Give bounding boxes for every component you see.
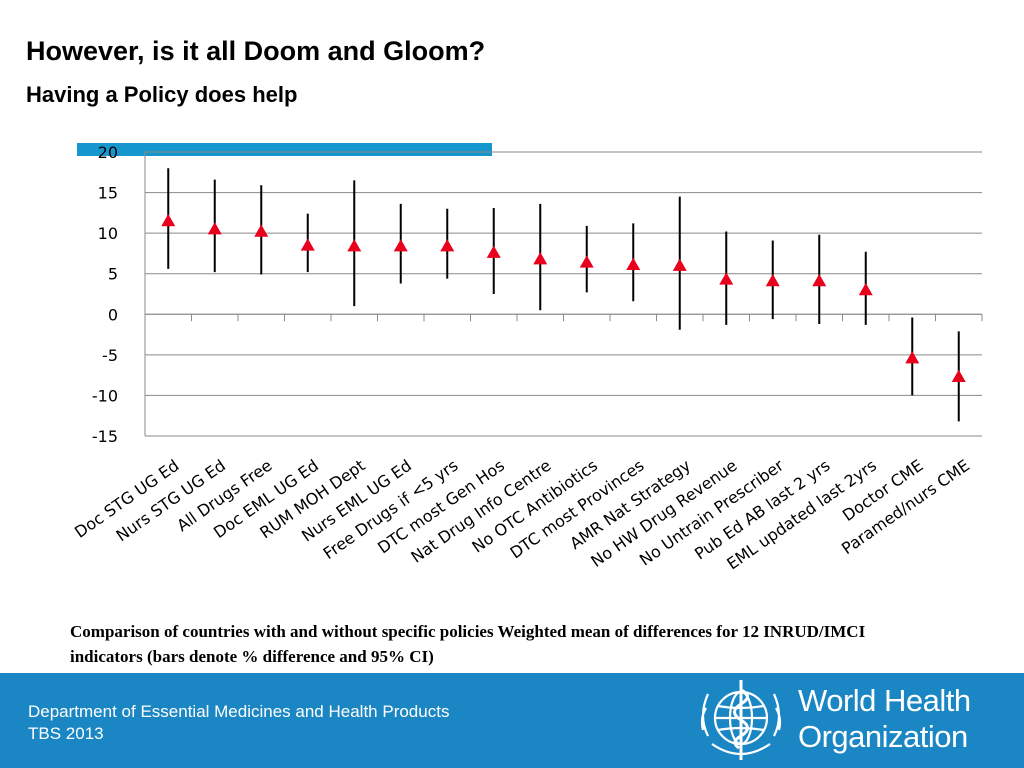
data-point-marker (579, 255, 594, 268)
slide-title: However, is it all Doom and Gloom? (26, 36, 486, 66)
slide-subtitle: Having a Policy does help (26, 82, 298, 107)
y-tick-label: 15 (98, 184, 118, 203)
data-point-marker (905, 351, 920, 364)
data-point-marker (765, 274, 780, 287)
y-tick-label: -5 (102, 346, 118, 365)
y-tick-label: 5 (108, 265, 118, 284)
data-point-marker (626, 257, 641, 271)
data-point-marker (207, 222, 222, 235)
data-point-marker (533, 252, 548, 265)
y-tick-label: 0 (108, 305, 118, 324)
data-point-marker (951, 369, 966, 383)
data-point-marker (393, 239, 408, 252)
accent-bar (77, 143, 492, 156)
org-name-line2: Organization (798, 719, 968, 754)
y-tick-label: 10 (98, 224, 118, 243)
data-point-marker (719, 272, 734, 285)
y-tick-label: 20 (98, 143, 118, 162)
data-point-marker (254, 224, 269, 237)
data-point-marker (300, 238, 315, 251)
y-tick-label: -15 (92, 427, 118, 446)
data-point-marker (347, 239, 362, 252)
footer-department: Department of Essential Medicines and He… (28, 702, 450, 721)
data-point-marker (672, 258, 687, 271)
data-point-marker (812, 274, 827, 287)
who-emblem-icon (700, 680, 782, 760)
org-name-line1: World Health (798, 683, 971, 718)
chart-caption: Comparison of countries with and without… (70, 622, 866, 666)
footer-event: TBS 2013 (28, 724, 104, 743)
data-point-marker (858, 282, 873, 296)
data-point-marker (440, 239, 455, 252)
footer-band (0, 673, 1024, 768)
data-point-marker (486, 245, 501, 258)
y-tick-label: -10 (92, 386, 118, 405)
data-point-marker (161, 213, 176, 227)
